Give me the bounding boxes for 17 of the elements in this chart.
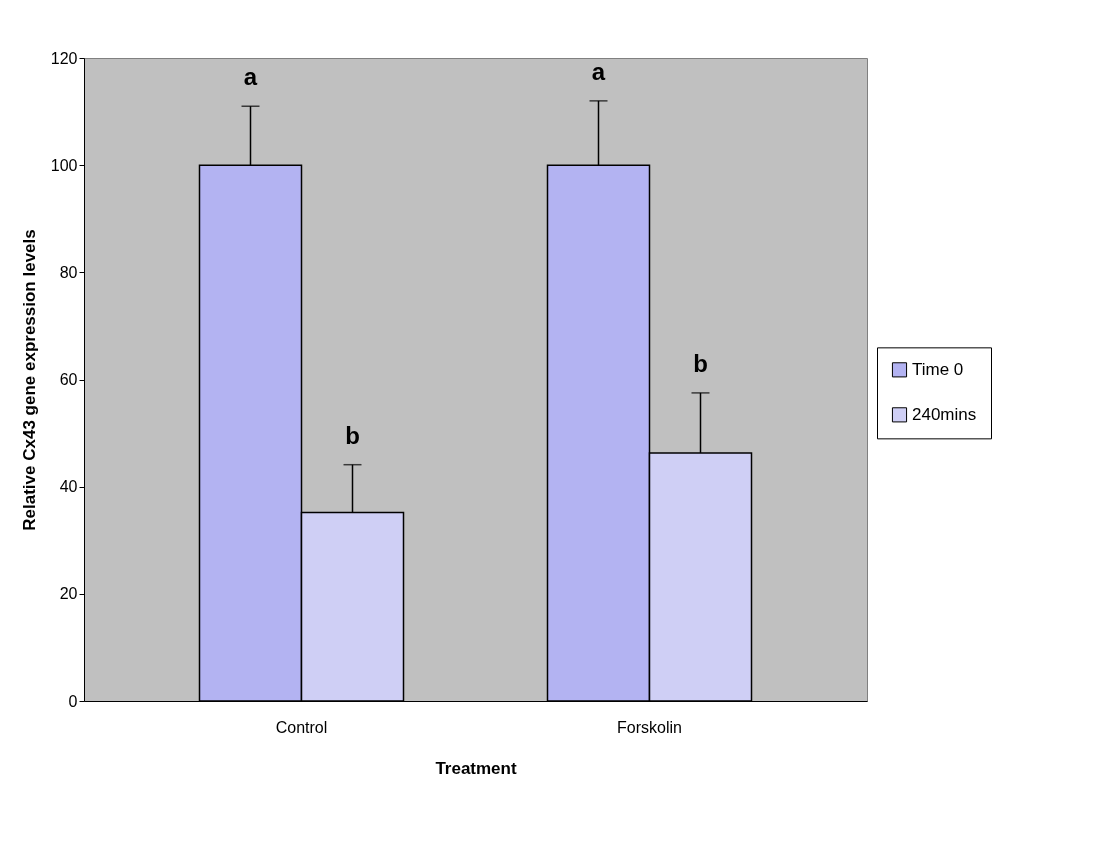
- x-axis-title: Treatment: [435, 758, 517, 778]
- y-axis-title: Relative Cx43 gene expression levels: [19, 229, 39, 531]
- x-tick-label: Forskolin: [617, 718, 682, 736]
- y-tick-label: 100: [50, 156, 78, 174]
- y-tick-label: 80: [59, 263, 78, 281]
- y-tick-label: 20: [59, 585, 78, 603]
- y-tick-label: 40: [59, 478, 78, 496]
- legend-label: 240mins: [912, 404, 977, 424]
- y-tick-label: 60: [59, 371, 78, 388]
- annotation: b: [345, 421, 360, 449]
- annotation: b: [693, 349, 708, 377]
- annotation: a: [243, 63, 258, 91]
- legend-label: Time 0: [912, 359, 964, 379]
- annotation: a: [591, 57, 606, 85]
- y-tick-label: 0: [68, 692, 78, 710]
- y-tick-label: 120: [50, 49, 78, 67]
- x-tick-label: Control: [275, 718, 328, 736]
